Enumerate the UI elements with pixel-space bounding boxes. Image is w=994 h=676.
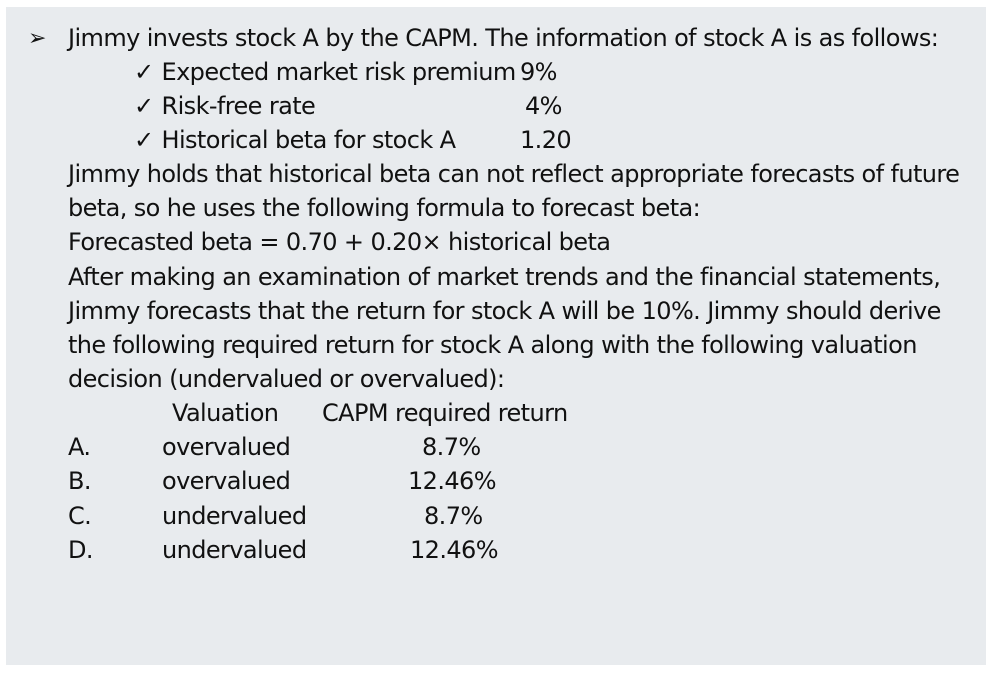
option-letter: C.: [68, 502, 92, 530]
option-valuation: undervalued: [162, 536, 307, 564]
header-return: CAPM required return: [322, 399, 568, 427]
item-value: 9%: [520, 58, 557, 86]
option-return: 8.7%: [422, 433, 481, 461]
paragraph-line: Jimmy holds that historical beta can not…: [68, 160, 960, 188]
paragraph-line: decision (undervalued or overvalued):: [68, 365, 505, 393]
question-panel: ➢ Jimmy invests stock A by the CAPM. The…: [6, 7, 986, 665]
option-letter: A.: [68, 433, 91, 461]
check-icon: ✓: [134, 92, 154, 120]
option-letter: B.: [68, 467, 92, 495]
item-label: Historical beta for stock A: [161, 126, 457, 154]
list-item: ✓ Historical beta for stock A: [134, 125, 457, 155]
option-valuation: overvalued: [162, 433, 291, 461]
paragraph-line: After making an examination of market tr…: [68, 263, 941, 291]
option-letter: D.: [68, 536, 94, 564]
list-item: ✓ Expected market risk premium: [134, 57, 516, 87]
arrow-bullet-icon: ➢: [28, 26, 47, 51]
option-valuation: undervalued: [162, 502, 307, 530]
paragraph-line: beta, so he uses the following formula t…: [68, 194, 701, 222]
option-return: 8.7%: [424, 502, 483, 530]
paragraph-line: the following required return for stock …: [68, 331, 917, 359]
item-value: 4%: [525, 92, 562, 120]
option-return: 12.46%: [410, 536, 499, 564]
question-intro: Jimmy invests stock A by the CAPM. The i…: [68, 24, 939, 52]
option-valuation: overvalued: [162, 467, 291, 495]
header-valuation: Valuation: [172, 399, 279, 427]
item-label: Expected market risk premium: [161, 58, 517, 86]
item-label: Risk-free rate: [161, 92, 316, 120]
paragraph-line: Jimmy forecasts that the return for stoc…: [68, 297, 941, 325]
check-icon: ✓: [134, 126, 154, 154]
list-item: ✓ Risk-free rate: [134, 91, 316, 121]
item-value: 1.20: [520, 126, 572, 154]
option-return: 12.46%: [408, 467, 497, 495]
formula-line: Forecasted beta = 0.70 + 0.20× historica…: [68, 228, 611, 256]
check-icon: ✓: [134, 58, 154, 86]
